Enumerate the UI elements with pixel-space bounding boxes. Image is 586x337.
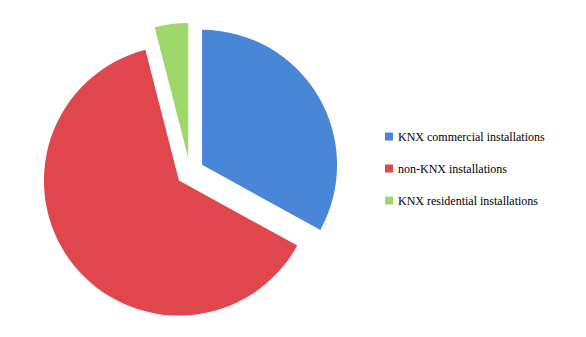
svg-text:non-KNX installations: non-KNX installations: [398, 162, 507, 176]
svg-text:KNX residential installations: KNX residential installations: [398, 194, 538, 208]
svg-text:KNX commercial installations: KNX commercial installations: [398, 130, 545, 144]
